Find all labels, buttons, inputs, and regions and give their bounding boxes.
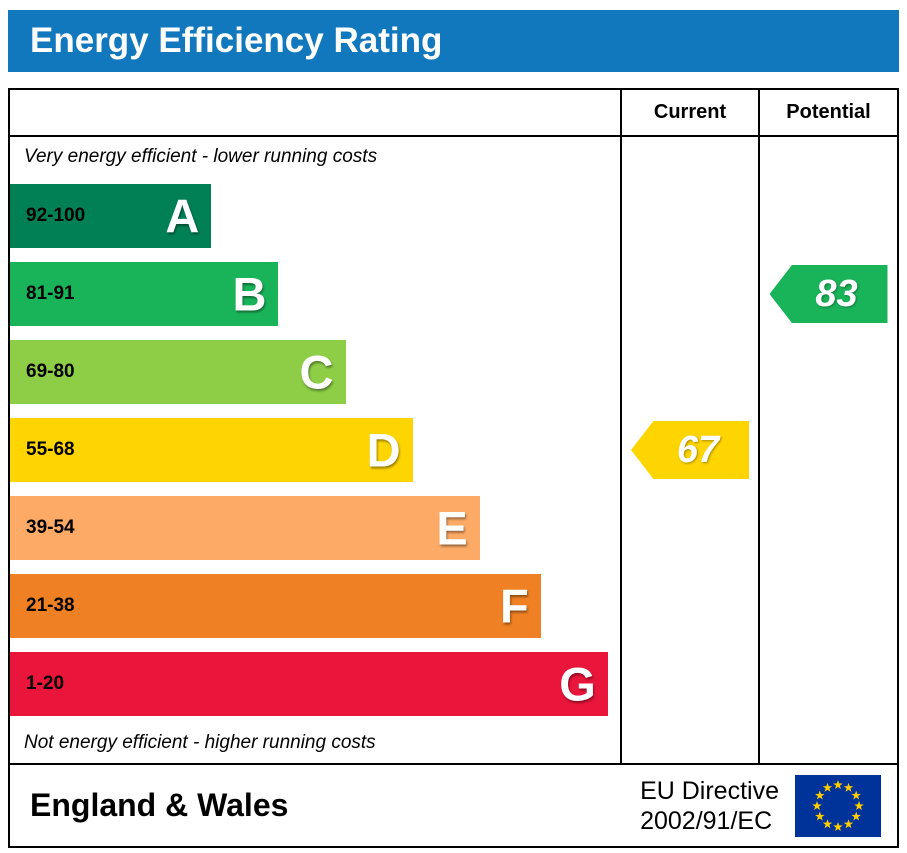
eu-directive-line1: EU Directive [640,776,779,805]
band-bar-b: 81-91 B [10,262,279,326]
band-range-label: 21-38 [26,595,75,616]
band-range-label: 81-91 [26,283,75,304]
potential-column-bottom-cell [758,723,897,763]
eu-flag-star [815,811,825,821]
current-rating-value: 67 [676,428,720,471]
current-column-header: Current [620,90,758,137]
potential-cell-b: 83 [758,255,897,333]
band-bar-g: 1-20 G [10,652,608,716]
band-bar-d: 55-68 D [10,418,413,482]
current-cell-d: 67 [620,411,758,489]
band-range-label: 55-68 [26,439,75,460]
eu-flag-star [854,800,864,810]
band-letter: E [436,501,468,555]
eu-flag-star [812,800,822,810]
current-column-bottom-cell [620,723,758,763]
top-note-text: Very energy efficient - lower running co… [24,146,378,167]
potential-cell-f [758,567,897,645]
potential-cell-g [758,645,897,723]
band-bar-f: 21-38 F [10,574,541,638]
eu-directive-label: EU Directive 2002/91/EC [640,776,779,836]
potential-column-top-cell [758,137,897,177]
rating-chart-box: Current Potential Very energy efficient … [8,88,899,848]
eu-flag-star [822,782,833,792]
current-cell-c [620,333,758,411]
eu-flag-star [843,818,854,828]
band-row-b: 81-91 B [10,255,620,333]
eu-flag-star [822,818,833,828]
band-range-label: 1-20 [26,673,65,694]
band-bar-e: 39-54 E [10,496,480,560]
band-row-a: 92-100 A [10,177,620,255]
band-row-g: 1-20 G [10,645,620,723]
eu-flag-star [833,779,843,789]
page-title: Energy Efficiency Rating [30,21,443,60]
potential-cell-a [758,177,897,255]
band-letter: A [165,189,200,243]
potential-cell-c [758,333,897,411]
band-letter: C [299,345,334,399]
current-cell-b [620,255,758,333]
potential-rating-arrow: 83 [769,265,888,323]
eu-flag-star [851,790,861,800]
top-note: Very energy efficient - lower running co… [10,137,620,177]
band-row-d: 55-68 D [10,411,620,489]
band-letter: B [232,267,267,321]
band-letter: F [499,579,529,633]
current-column-top-cell [620,137,758,177]
region-label: England & Wales [30,787,289,823]
footer-bar: England & Wales EU Directive 2002/91/EC [10,763,897,846]
current-rating-arrow: 67 [631,421,749,479]
band-bar-a: 92-100 A [10,184,212,248]
eu-flag-star [833,821,843,831]
potential-cell-d [758,411,897,489]
footer-right: EU Directive 2002/91/EC [640,774,881,837]
title-banner: Energy Efficiency Rating [8,10,899,72]
eu-flag-icon [795,774,881,837]
band-letter: G [559,657,596,711]
eu-flag-star [851,811,861,821]
band-row-e: 39-54 E [10,489,620,567]
current-cell-e [620,489,758,567]
potential-rating-value: 83 [815,272,858,315]
band-range-label: 69-80 [26,361,75,382]
current-cell-a [620,177,758,255]
current-cell-g [620,645,758,723]
band-row-c: 69-80 C [10,333,620,411]
eu-flag-star [843,782,854,792]
band-bar-c: 69-80 C [10,340,346,404]
rating-chart-grid: Current Potential Very energy efficient … [10,90,897,763]
column-header-spacer [10,90,620,137]
band-range-label: 92-100 [26,205,86,226]
current-cell-f [620,567,758,645]
band-range-label: 39-54 [26,517,75,538]
potential-column-header: Potential [758,90,897,137]
band-row-f: 21-38 F [10,567,620,645]
eu-directive-line2: 2002/91/EC [640,806,773,835]
potential-cell-e [758,489,897,567]
bottom-note-text: Not energy efficient - higher running co… [24,732,376,753]
band-letter: D [366,423,401,477]
bottom-note: Not energy efficient - higher running co… [10,723,620,763]
eu-flag-star [815,790,825,800]
